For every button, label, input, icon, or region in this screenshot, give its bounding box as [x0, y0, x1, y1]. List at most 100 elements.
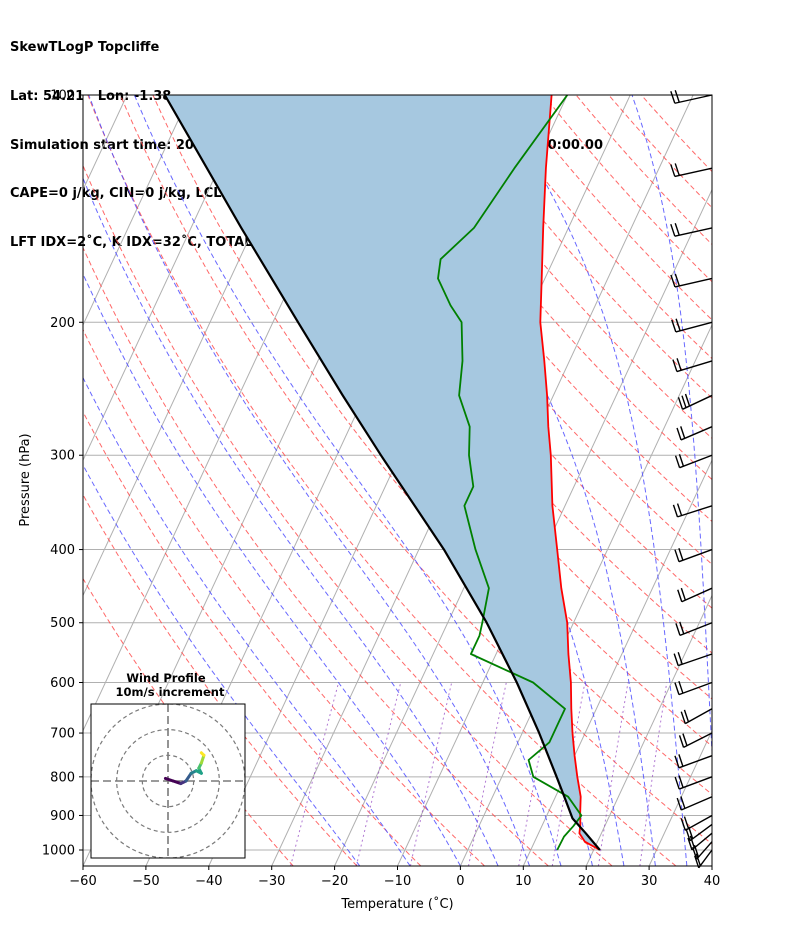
barb-flag	[678, 680, 684, 694]
y-tick-label: 1000	[42, 844, 75, 859]
barb-shaft	[680, 426, 713, 441]
barb-flag	[673, 653, 679, 666]
dry-adiabat	[83, 328, 485, 866]
wind-barb	[685, 823, 713, 842]
dry-adiabat	[83, 164, 613, 866]
dry-adiabat	[315, 95, 712, 566]
barb-shaft	[682, 394, 713, 410]
mixing-ratio-line	[518, 682, 554, 866]
mixing-ratio-line	[597, 682, 629, 866]
wind-barb	[680, 708, 713, 725]
dry-adiabat	[83, 493, 358, 866]
moist-adiabat	[362, 95, 656, 866]
barb-flag	[683, 816, 690, 829]
mixing-ratio-line	[639, 682, 668, 866]
hodograph-segment	[199, 751, 206, 757]
y-tick-label: 900	[50, 809, 75, 824]
barb-shaft	[677, 653, 713, 667]
barb-flag	[679, 621, 685, 635]
barb-shaft	[698, 849, 713, 869]
isotherm-line	[83, 95, 191, 327]
y-axis-label: Pressure (hPa)	[18, 433, 33, 526]
y-tick-label: 800	[50, 770, 75, 785]
barb-flag	[674, 90, 680, 103]
barb-shaft	[674, 277, 713, 288]
axis-ticks: −60 −50 −40 −30 −20 −10 0 10 20 30 40 1000 900 800 700…	[42, 89, 720, 890]
barb-shaft	[674, 167, 713, 178]
barb-flag	[676, 503, 683, 516]
barb-flag	[684, 393, 691, 407]
x-tick-label: 40	[704, 874, 721, 889]
wind-barb	[670, 222, 713, 237]
barb-shaft	[674, 94, 713, 104]
wind-barb	[670, 273, 713, 288]
barb-shaft	[683, 732, 713, 748]
barb-flag	[671, 319, 677, 333]
hodograph-trace	[163, 751, 206, 786]
barb-flag	[678, 754, 684, 767]
wind-barb	[672, 503, 713, 518]
isotherm-line	[522, 459, 712, 866]
wind-barb	[674, 454, 713, 469]
barb-flag	[674, 273, 681, 287]
x-tick-label: −60	[69, 874, 96, 889]
barb-flag	[677, 589, 683, 602]
dry-adiabat	[575, 95, 712, 246]
barb-flag	[677, 652, 683, 665]
dry-adiabat	[608, 95, 712, 209]
wind-barb	[680, 814, 713, 831]
x-tick-label: −10	[384, 874, 411, 889]
barb-flag	[672, 359, 678, 372]
barb-shaft	[691, 832, 713, 851]
wind-barbs	[670, 90, 713, 869]
parcel-path-line	[163, 95, 601, 851]
y-tick-label: 700	[50, 727, 75, 742]
moist-adiabat	[83, 272, 461, 866]
barb-flag	[683, 709, 690, 723]
barb-flag	[675, 318, 681, 331]
barb-flag	[674, 682, 680, 695]
hodograph-segment	[184, 771, 193, 783]
x-tick-label: 10	[515, 874, 532, 889]
mixing-ratio-line	[290, 682, 340, 866]
isotherm-line	[459, 323, 712, 866]
barb-shaft	[674, 227, 713, 237]
x-tick-label: 30	[641, 874, 658, 889]
dry-adiabat	[380, 95, 712, 481]
wind-barb	[671, 318, 713, 333]
plot-area: −60 −50 −40 −30 −20 −10 0 10 20 30 40 1000 900 800 700…	[18, 89, 720, 913]
moist-adiabat	[631, 95, 712, 762]
dry-adiabat	[412, 95, 712, 439]
wind-barb	[677, 587, 713, 603]
location-line: Lat: 54.21 Lon: -1.38	[10, 89, 172, 104]
isotherm-line	[648, 729, 712, 866]
barb-shaft	[689, 823, 713, 842]
barb-flag	[670, 91, 676, 104]
barb-shaft	[680, 796, 713, 811]
wind-barb	[687, 832, 713, 851]
barb-flag	[674, 455, 681, 468]
barb-flag	[676, 358, 682, 371]
barb-flag	[670, 164, 676, 177]
wind-barb	[674, 754, 713, 769]
barb-shaft	[684, 708, 713, 725]
wind-barb	[670, 90, 713, 104]
x-tick-label: 20	[578, 874, 595, 889]
barb-flag	[677, 397, 684, 410]
moist-adiabat	[83, 177, 499, 866]
wind-barb	[677, 393, 713, 410]
barb-shaft	[681, 587, 713, 603]
wind-barb	[676, 796, 713, 811]
barb-flag	[689, 835, 696, 849]
wind-barb	[674, 548, 713, 563]
barb-shaft	[675, 321, 713, 333]
cape-cin-shading	[164, 95, 600, 850]
barb-flag	[687, 837, 693, 851]
barb-flag	[672, 504, 679, 518]
barb-shaft	[679, 454, 713, 469]
profile-lines	[163, 95, 601, 851]
hodograph-subtitle: 10m/s increment	[116, 685, 225, 699]
moist-adiabat	[88, 95, 531, 866]
mixing-ratio-line	[355, 682, 402, 866]
barb-flag	[676, 797, 682, 811]
